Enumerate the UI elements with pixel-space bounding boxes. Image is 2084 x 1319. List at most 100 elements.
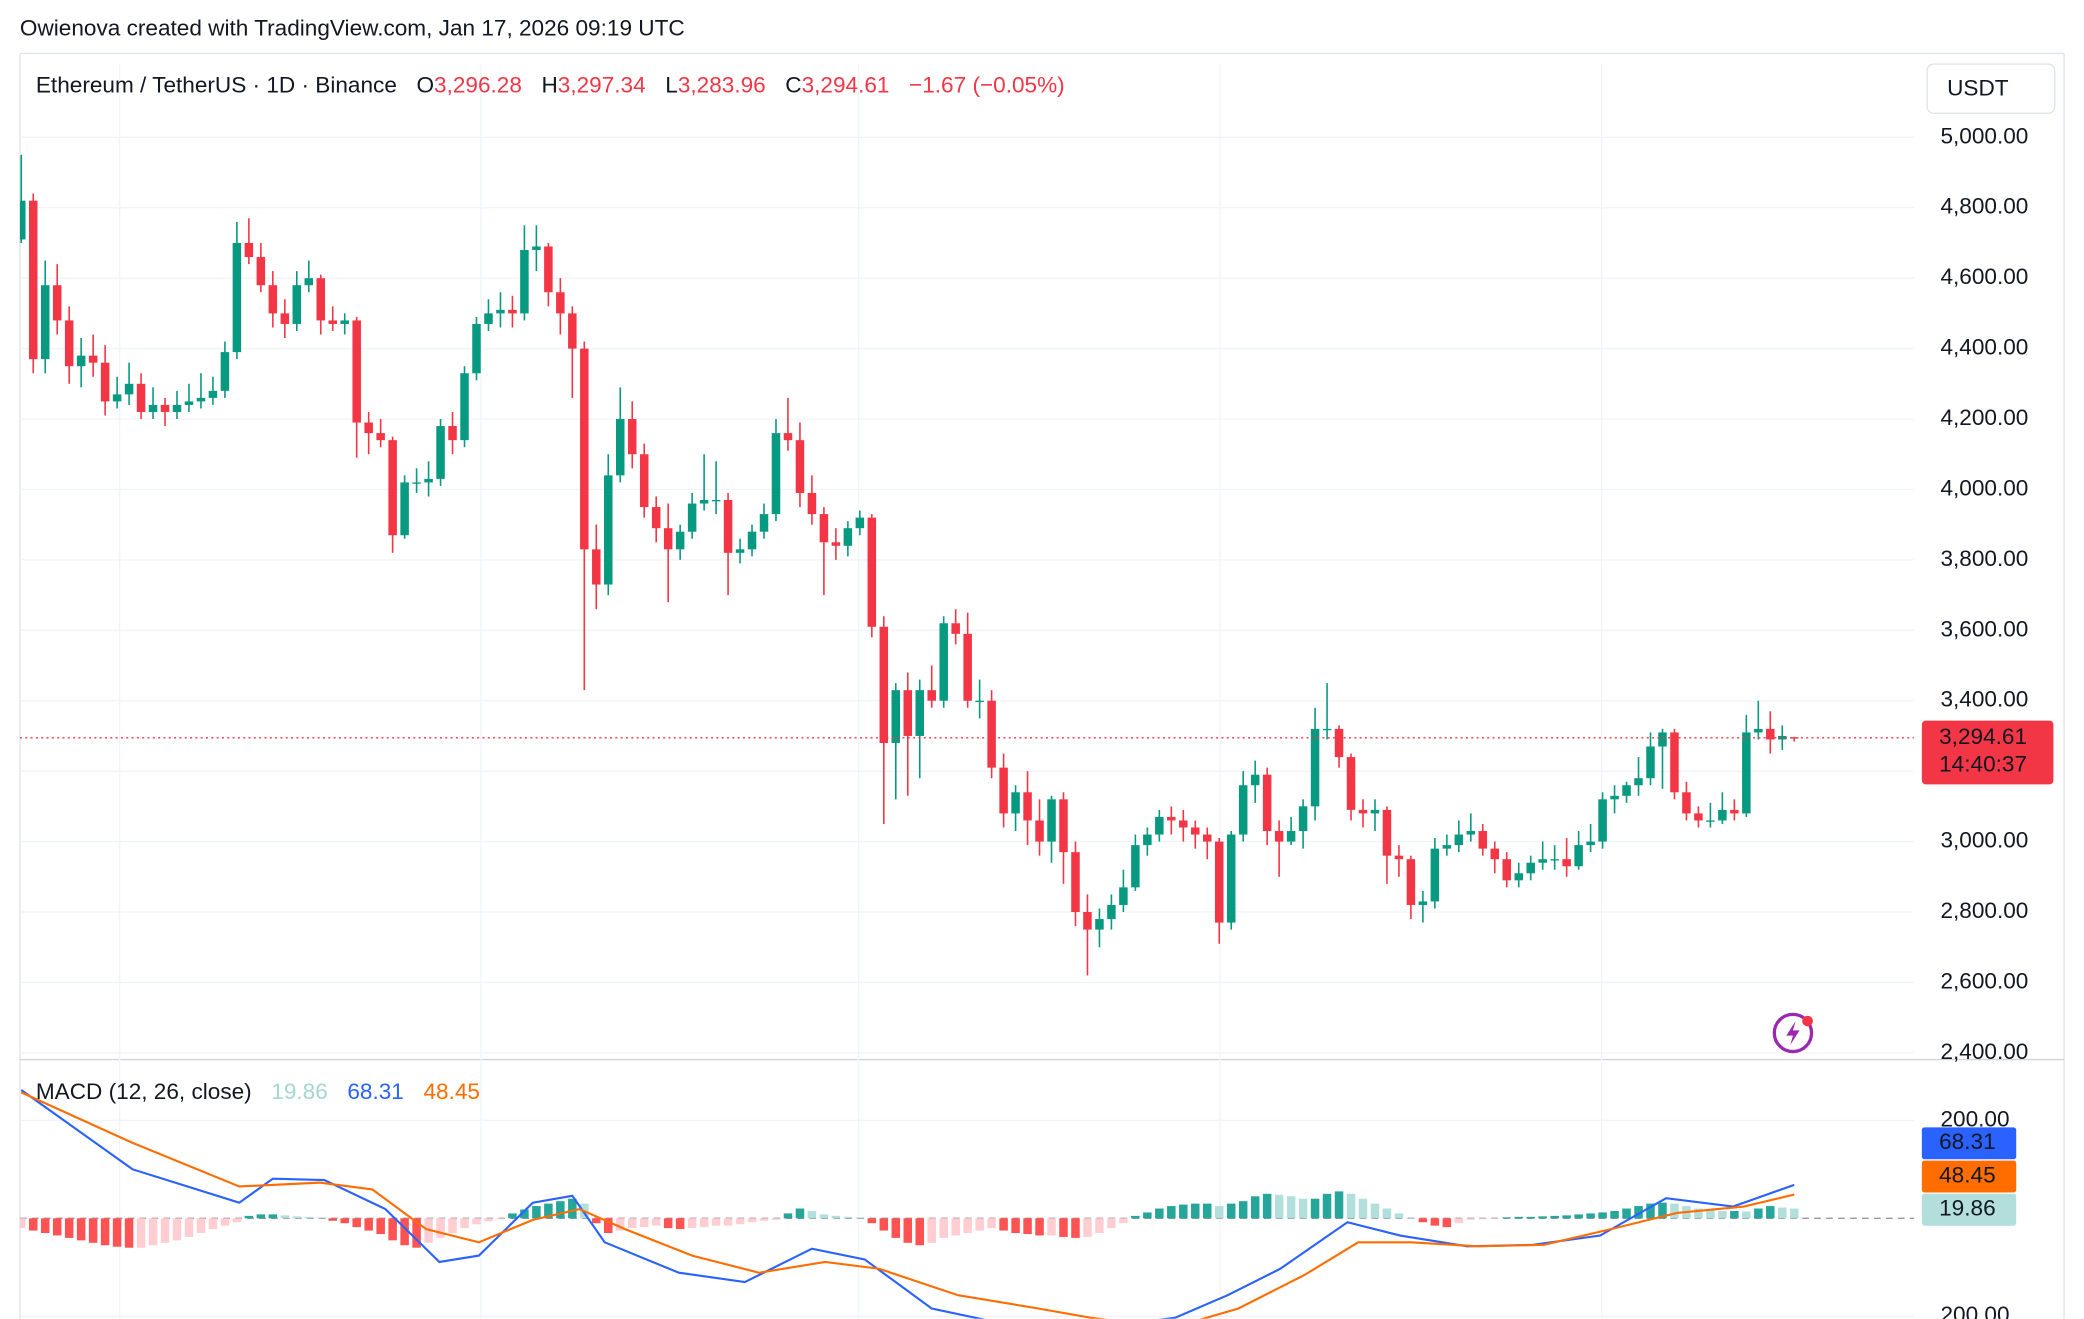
histogram-bar [1790, 1208, 1799, 1219]
candle-body [1718, 809, 1727, 821]
histogram-bar [1718, 1210, 1727, 1219]
l-name: L [665, 73, 678, 98]
histogram-bar [663, 1218, 673, 1229]
y-tick-label: 4,400.00 [1940, 335, 2028, 360]
histogram-bar [76, 1218, 86, 1241]
histogram-bar [508, 1213, 517, 1219]
h-value: 3,297.34 [558, 73, 646, 98]
candle-body [496, 309, 505, 314]
candle-body [1191, 827, 1200, 835]
histogram-bar [963, 1218, 972, 1234]
histogram-bar [1586, 1213, 1595, 1219]
candle-body [747, 531, 757, 550]
histogram-bar [1262, 1193, 1272, 1219]
candle-body [544, 246, 553, 293]
histogram-bar [1418, 1218, 1428, 1223]
histogram-bar [52, 1218, 62, 1236]
histogram-bar [244, 1215, 254, 1219]
histogram-bar [807, 1210, 817, 1219]
candle-body [400, 482, 409, 536]
candle-body [484, 313, 493, 324]
histogram-bar [639, 1218, 649, 1228]
candle-body [1298, 806, 1308, 832]
histogram-bar [232, 1218, 242, 1223]
candle-body [28, 200, 38, 360]
candle-body [1490, 848, 1500, 860]
candle-body [711, 500, 721, 502]
histogram-bar [592, 1218, 601, 1224]
histogram-bar [711, 1218, 721, 1226]
candle-body [1442, 845, 1452, 849]
candle-body [1143, 834, 1152, 846]
candle-body [412, 482, 421, 484]
candle-body [975, 700, 984, 703]
histogram-bar [304, 1216, 314, 1219]
candle-body [1238, 785, 1248, 835]
histogram-bar [1622, 1208, 1631, 1219]
candle-body [771, 433, 781, 515]
candle-body [88, 355, 98, 363]
histogram-bar [1382, 1208, 1392, 1219]
signal-last: 48.45 [423, 1079, 480, 1104]
candle-body [1131, 845, 1140, 888]
alert-icon[interactable] [1772, 1012, 1814, 1054]
candle-body [304, 278, 314, 286]
histogram-bar [951, 1218, 960, 1236]
histogram-bar [88, 1218, 98, 1243]
histogram-bar [1095, 1218, 1104, 1234]
candle-body [220, 352, 230, 391]
currency: USDT [1947, 75, 2009, 100]
histogram-bar [100, 1218, 110, 1246]
currency-box[interactable] [1926, 63, 2056, 114]
candle-body [843, 528, 853, 546]
histogram-bar [280, 1215, 290, 1219]
change: −1.67 (−0.05%) [909, 73, 1065, 98]
y-tick-label: 200.00 [1940, 1302, 2009, 1319]
candle-body [1083, 912, 1092, 930]
histogram-bar [448, 1218, 457, 1234]
histogram-bar [1346, 1193, 1356, 1219]
candle-body [268, 285, 278, 314]
candle-body [64, 320, 74, 367]
histogram-bar [1406, 1218, 1416, 1219]
candle-body [927, 690, 936, 701]
histogram-bar [400, 1218, 409, 1246]
histogram-bar [1574, 1214, 1583, 1219]
y-tick-label: 200.00 [1940, 1106, 2009, 1131]
candle-body [364, 422, 373, 434]
y-tick-label: 2,400.00 [1940, 1039, 2028, 1064]
candle-body [316, 278, 326, 321]
o-name: O [416, 73, 434, 98]
time-grid [118, 64, 1603, 1319]
last-price-label: 3,294.61 [1939, 724, 2027, 749]
candle-body [1766, 728, 1775, 740]
candle-body [424, 478, 433, 483]
candle-body [244, 242, 254, 258]
histogram-bar [1466, 1218, 1476, 1220]
symbol: Ethereum / TetherUS · 1D · Binance [36, 73, 397, 98]
histogram-bar [687, 1218, 697, 1229]
y-tick-label: 4,600.00 [1940, 264, 2028, 289]
macd-value-tag [1921, 1127, 2017, 1160]
macd-value-label: 48.45 [1939, 1162, 1996, 1187]
histogram-bar [1107, 1218, 1116, 1229]
candle-body [1346, 757, 1356, 810]
candle-body [1023, 792, 1032, 821]
histogram-bar [1538, 1216, 1547, 1219]
macd-value-label: 68.31 [1939, 1129, 1996, 1154]
histogram-bar [1646, 1203, 1655, 1219]
candle-body [675, 531, 685, 550]
candle-body [915, 690, 924, 736]
candle-body [891, 690, 901, 743]
candle-body [1646, 746, 1655, 779]
histogram-bar [1023, 1218, 1032, 1234]
histogram-bar [1514, 1216, 1523, 1219]
histogram-bar [1502, 1217, 1512, 1219]
histogram-bar [795, 1208, 805, 1219]
candle-body [1107, 904, 1116, 920]
histogram-bar [148, 1218, 158, 1246]
candle-body [1179, 820, 1188, 828]
candle-body [1418, 901, 1428, 905]
candle-body [1742, 732, 1751, 814]
